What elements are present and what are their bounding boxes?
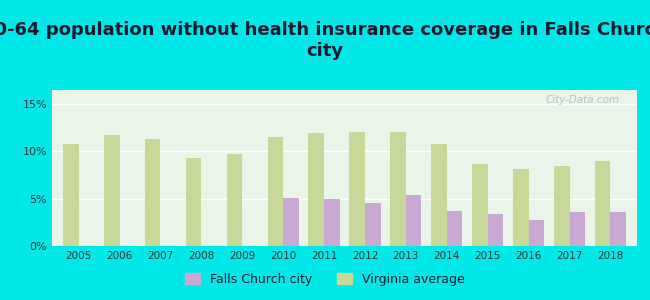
Bar	[569, 212, 585, 246]
Bar	[324, 199, 339, 246]
Bar	[268, 137, 283, 246]
Bar	[406, 195, 421, 246]
Bar	[365, 202, 380, 246]
Bar	[595, 161, 610, 246]
Text: City-Data.com: City-Data.com	[545, 95, 619, 105]
Text: 50-64 population without health insurance coverage in Falls Church
city: 50-64 population without health insuranc…	[0, 21, 650, 60]
Bar	[145, 139, 161, 246]
Bar	[63, 144, 79, 246]
Bar	[186, 158, 202, 246]
Bar	[283, 198, 299, 246]
Legend: Falls Church city, Virginia average: Falls Church city, Virginia average	[180, 268, 470, 291]
Bar	[610, 212, 626, 246]
Bar	[390, 132, 406, 246]
Bar	[528, 220, 544, 246]
Bar	[554, 166, 569, 246]
Bar	[309, 134, 324, 246]
Bar	[488, 214, 503, 246]
Bar	[431, 144, 447, 246]
Bar	[472, 164, 488, 246]
Bar	[447, 211, 462, 246]
Bar	[350, 132, 365, 246]
Bar	[104, 135, 120, 246]
Bar	[513, 169, 528, 246]
Bar	[227, 154, 242, 246]
